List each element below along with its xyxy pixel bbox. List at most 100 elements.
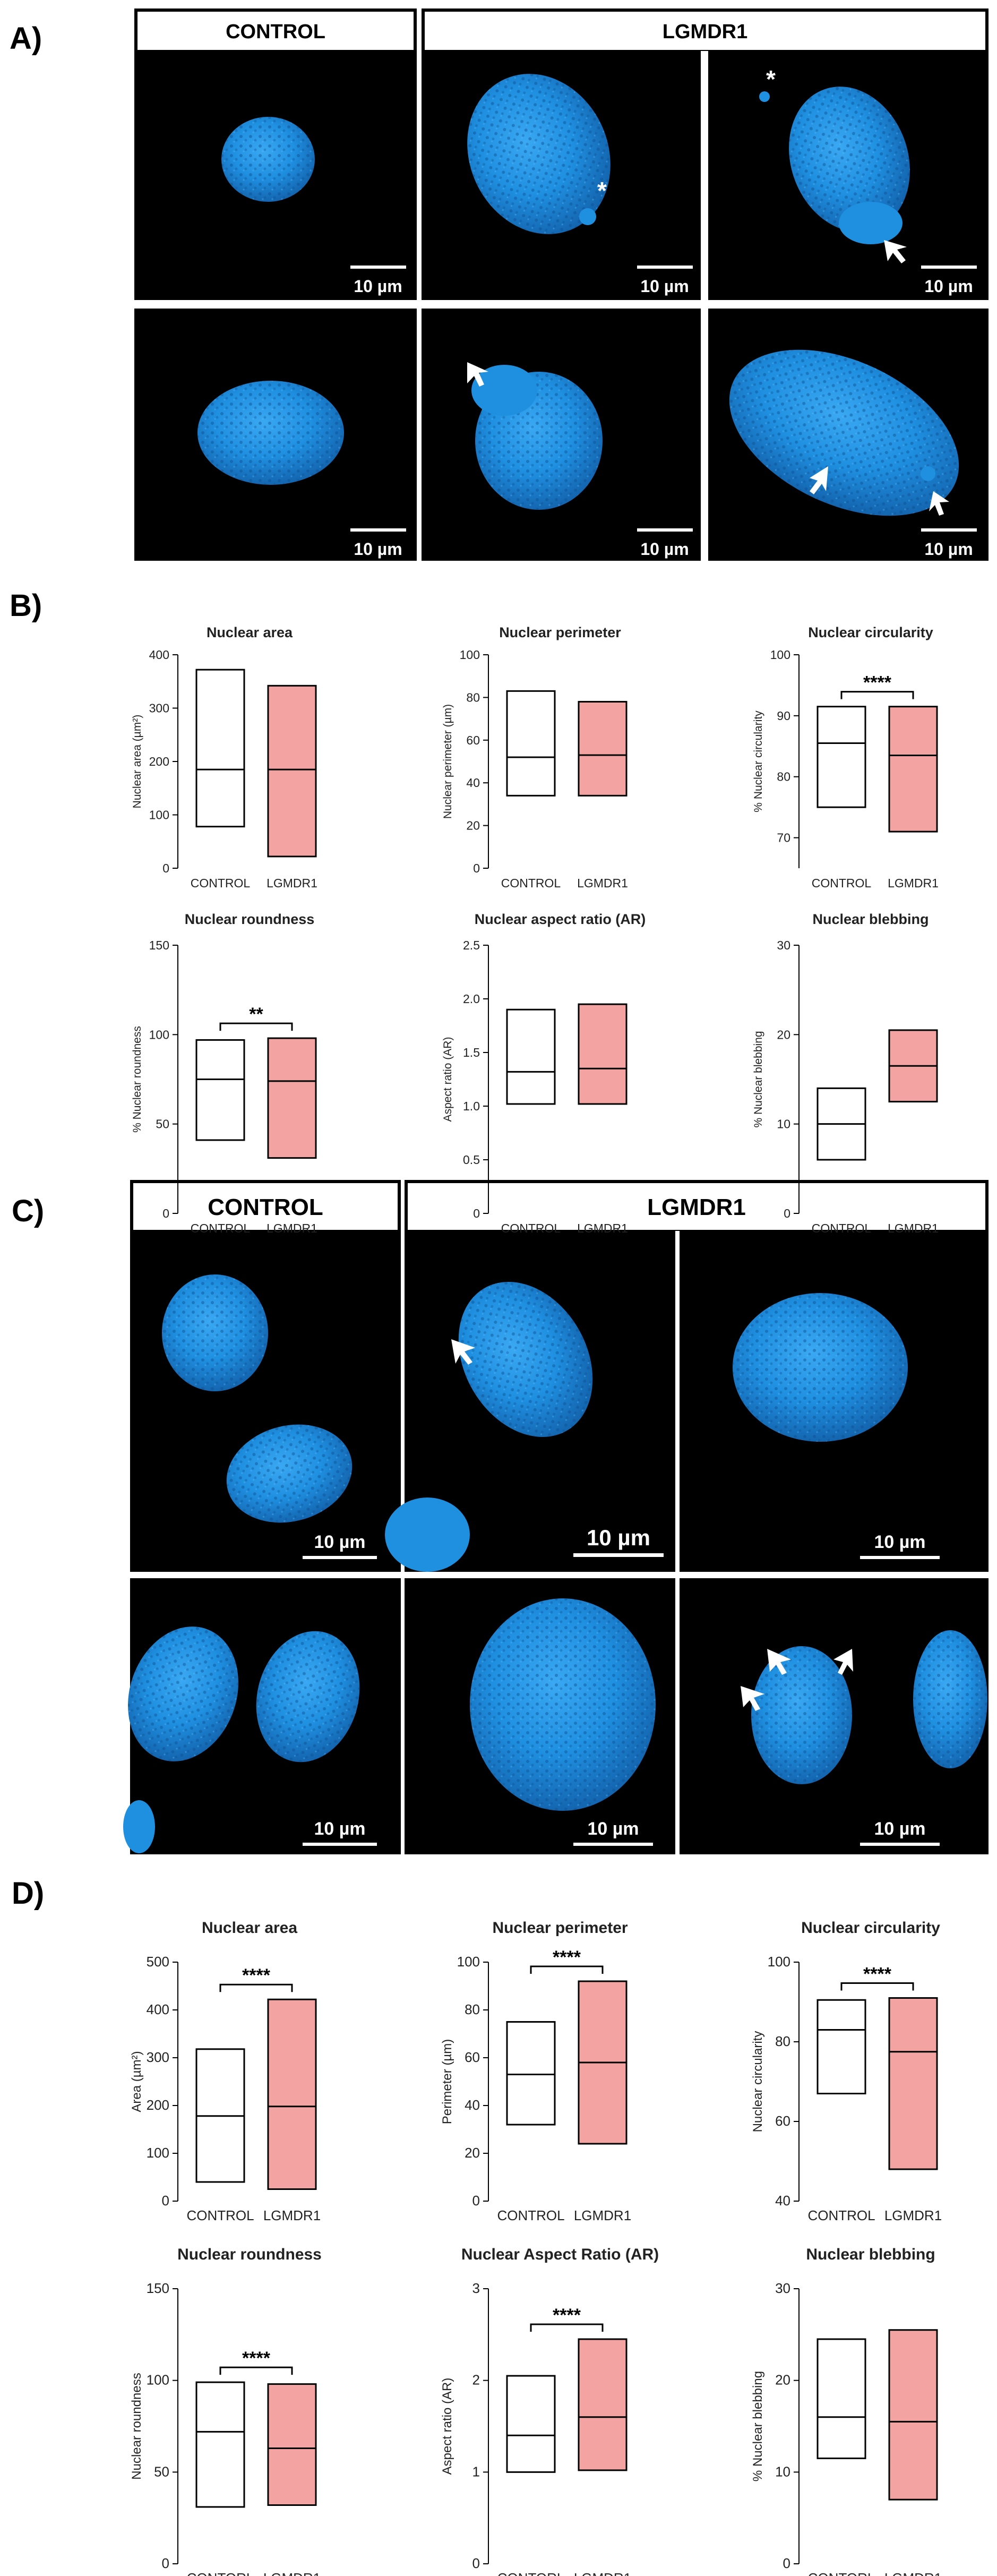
y-tick-label: 2 <box>472 2372 480 2388</box>
y-tick-label: 2.5 <box>463 938 480 952</box>
panel-a-microscopy: CONTROL LGMDR1 <box>134 8 989 561</box>
significance-label: **** <box>863 673 892 693</box>
y-tick-label: 150 <box>149 938 169 952</box>
y-tick-label: 200 <box>147 2097 169 2113</box>
x-tick-label: CONTROL <box>807 2207 875 2223</box>
svg-text:10 µm: 10 µm <box>640 277 689 296</box>
chart-title: Nuclear Aspect Ratio (AR) <box>461 2246 659 2263</box>
y-tick-label: 0 <box>162 2193 169 2209</box>
x-tick-label: LGMDR1 <box>574 2207 631 2223</box>
y-tick-label: 0 <box>783 2555 790 2571</box>
y-tick-label: 40 <box>466 776 480 790</box>
bar-lgmdr1 <box>267 2383 317 2506</box>
y-tick-label: 1 <box>472 2463 480 2479</box>
panel-a-lgmdr1-title: LGMDR1 <box>663 21 747 43</box>
y-tick-label: 80 <box>777 770 790 784</box>
x-tick-label: LGMDR1 <box>263 2570 321 2576</box>
y-tick-label: 400 <box>149 648 169 662</box>
y-tick-label: 20 <box>775 2372 790 2388</box>
nucleus-image <box>470 1598 656 1811</box>
y-axis-label: Aspect ratio (AR) <box>440 2378 454 2475</box>
nucleus-image <box>221 117 315 202</box>
nucleus-image <box>751 1630 987 1784</box>
y-axis-label: Aspect ratio (AR) <box>442 1037 454 1122</box>
nucleus-image <box>162 1274 353 1523</box>
bar-lgmdr1 <box>888 1997 938 2170</box>
y-tick-label: 20 <box>465 2145 480 2161</box>
y-tick-label: 0 <box>162 2555 169 2571</box>
svg-text:10 µm: 10 µm <box>354 277 402 296</box>
y-axis-label: % Nuclear blebbing <box>751 2371 765 2481</box>
bar-lgmdr1 <box>267 684 317 858</box>
significance-label: **** <box>242 2348 271 2368</box>
chart-title: Nuclear blebbing <box>806 2246 935 2263</box>
y-tick-label: 0.5 <box>463 1153 480 1167</box>
y-tick-label: 10 <box>775 2463 790 2479</box>
significance-label: **** <box>863 1964 892 1984</box>
y-tick-label: 0 <box>162 861 169 875</box>
y-tick-label: 300 <box>147 2049 169 2065</box>
y-tick-label: 80 <box>465 2001 480 2017</box>
bar-lgmdr1 <box>267 1037 317 1159</box>
panel-c-lgmdr1-title: LGMDR1 <box>647 1194 746 1220</box>
y-axis-label: Nuclear circularity <box>751 2031 765 2133</box>
scale-bar: 10 µm <box>921 528 977 559</box>
significance-label: **** <box>242 1965 271 1986</box>
scale-bar: 10 µm <box>860 1819 940 1846</box>
y-tick-label: 0 <box>784 1206 790 1220</box>
y-tick-label: 20 <box>466 819 480 833</box>
significance-bracket <box>530 2323 604 2332</box>
bar-lgmdr1 <box>578 2338 628 2471</box>
y-tick-label: 150 <box>147 2280 169 2296</box>
bar-contorl <box>195 2381 245 2508</box>
scale-bar: 10 µm <box>573 1819 653 1846</box>
scale-bar: 10 µm <box>921 266 977 296</box>
panel-c-control-title: CONTROL <box>208 1194 323 1220</box>
y-tick-label: 300 <box>149 701 169 715</box>
panel-c-letter: C) <box>12 1194 44 1228</box>
significance-bracket <box>840 1982 914 1991</box>
arrow-icon <box>451 1339 853 1711</box>
panel-d-letter: D) <box>12 1876 44 1911</box>
y-tick-label: 80 <box>775 2033 790 2049</box>
y-axis-label: Nuclear perimeter (µm) <box>442 704 454 819</box>
panel-c-microscopy: CONTROL LGMDR1 <box>123 1180 989 1854</box>
x-tick-label: CONTROL <box>812 876 872 890</box>
y-tick-label: 100 <box>770 648 790 662</box>
x-tick-label: CONTORL <box>497 2570 565 2576</box>
x-tick-label: LGMDR1 <box>263 2207 321 2223</box>
chart-title: Nuclear aspect ratio (AR) <box>475 911 646 927</box>
divider <box>134 300 417 309</box>
svg-text:10 µm: 10 µm <box>587 1525 650 1550</box>
svg-text:10 µm: 10 µm <box>354 540 402 559</box>
y-tick-label: 0 <box>472 2193 480 2209</box>
scale-bar: 10 µm <box>860 1532 940 1559</box>
y-tick-label: 60 <box>466 733 480 747</box>
x-tick-label: CONTROL <box>186 2207 254 2223</box>
panel-c-lgmdr1-header <box>406 1181 987 1232</box>
x-tick-label: LGMDR1 <box>884 2207 942 2223</box>
chart-d-5: Nuclear Aspect Ratio (AR) 0 1 2 3 Aspect rati… <box>440 2246 659 2576</box>
y-tick-label: 100 <box>149 1028 169 1041</box>
chart-title: Nuclear area <box>202 1919 297 1937</box>
chart-b-2: Nuclear perimeter 0 20 40 60 80 100 Nuclear per… <box>442 624 628 890</box>
asterisk-icon: * <box>766 65 776 93</box>
svg-text:10 µm: 10 µm <box>587 1819 639 1839</box>
scale-bar: 10 µm <box>637 528 693 559</box>
bar-lgmdr1 <box>578 1003 628 1105</box>
chart-title: Nuclear perimeter <box>499 624 621 640</box>
y-tick-label: 50 <box>156 1117 169 1131</box>
x-tick-label: CONTORL <box>187 2570 254 2576</box>
y-tick-label: 20 <box>777 1028 790 1041</box>
svg-text:10 µm: 10 µm <box>924 277 973 296</box>
bar-control <box>506 1008 556 1105</box>
x-tick-label: LGMDR1 <box>577 876 628 890</box>
x-tick-label: CONTROL <box>191 1221 251 1235</box>
panel-a-control-title: CONTROL <box>226 21 325 43</box>
chart-title: Nuclear roundness <box>185 911 315 927</box>
significance-label: ** <box>249 1004 263 1024</box>
y-tick-label: 3 <box>472 2280 480 2296</box>
bar-contorl <box>506 2375 556 2473</box>
divider <box>405 1572 989 1578</box>
